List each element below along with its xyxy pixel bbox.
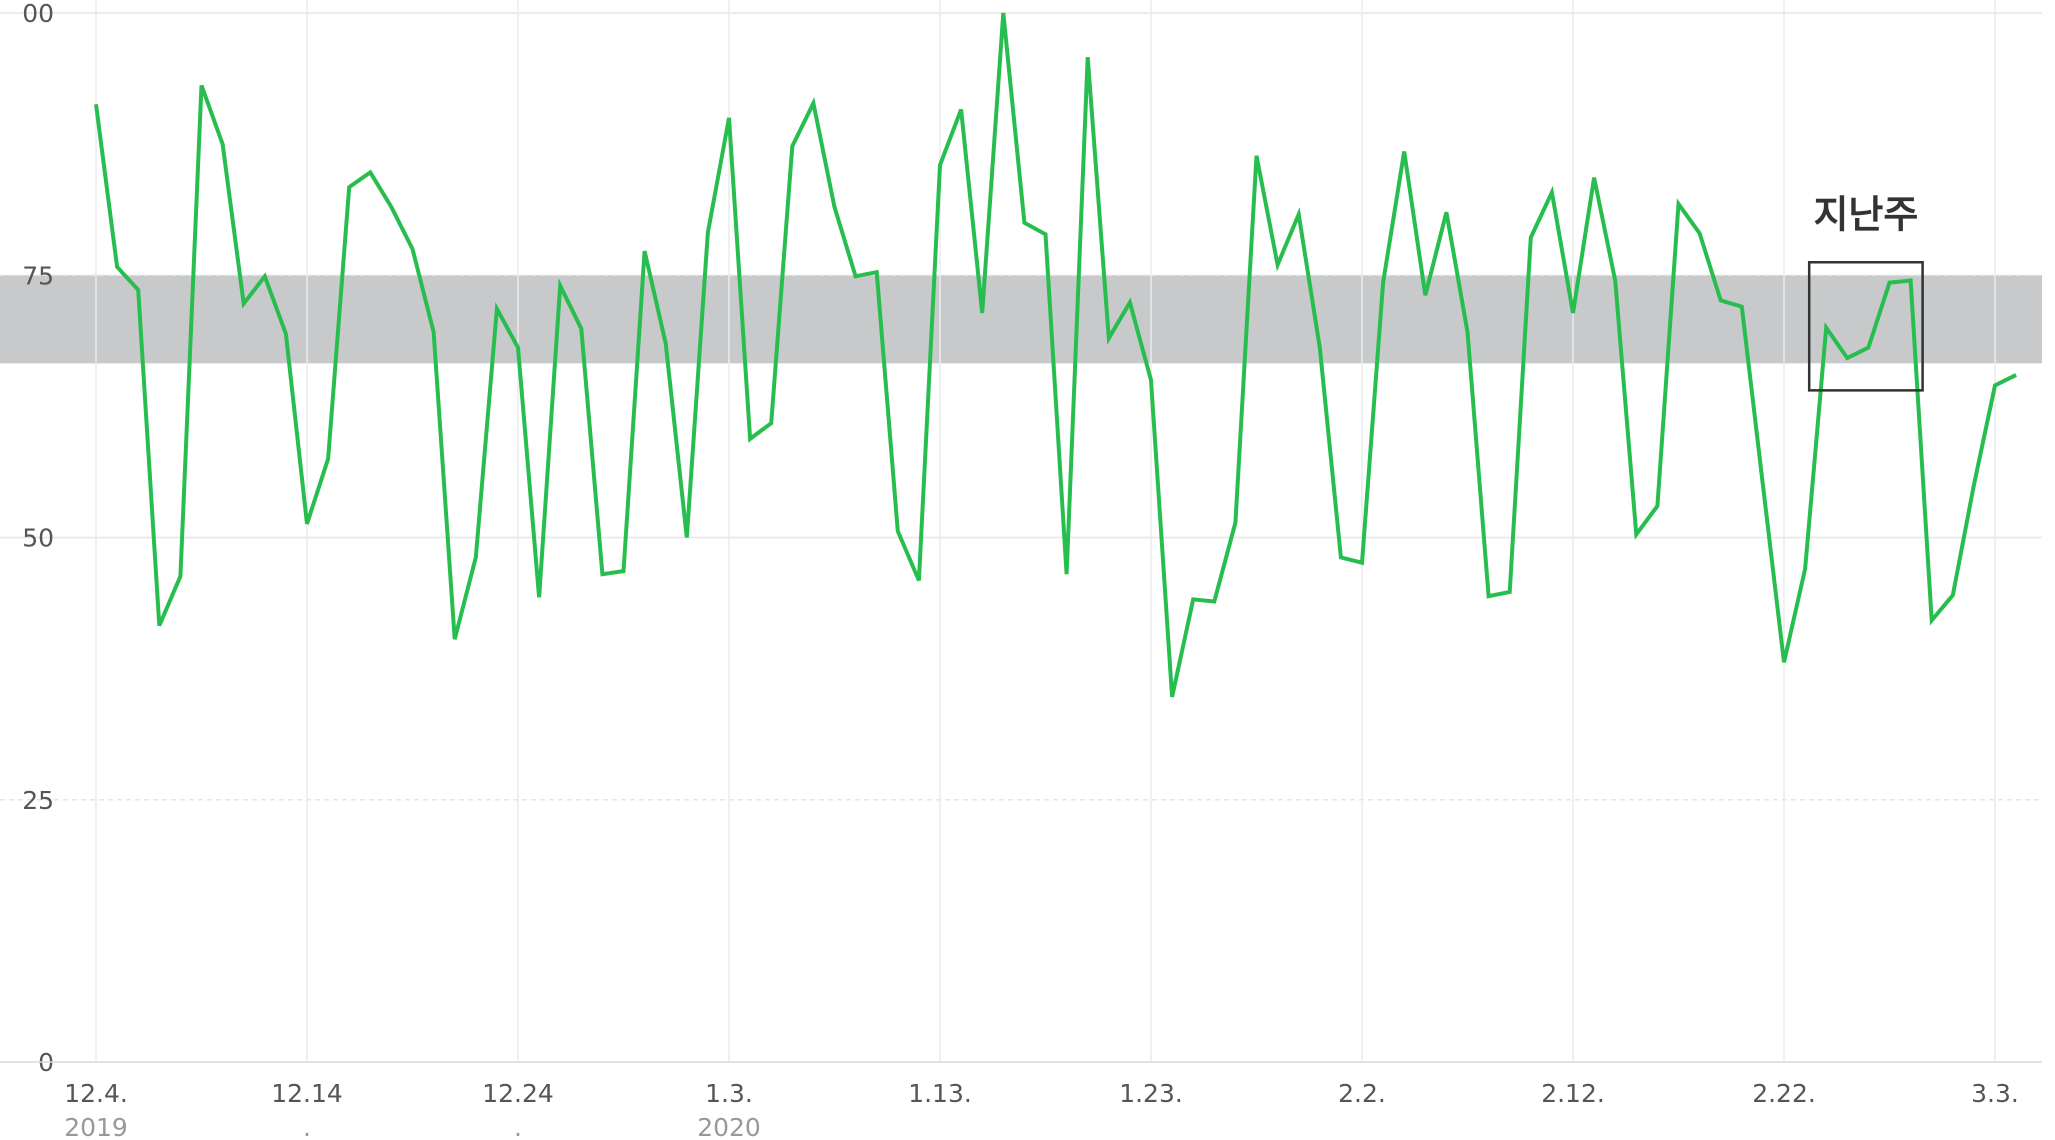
x-tick-label: 1.3. bbox=[705, 1079, 753, 1108]
x-tick-label: 12.14 bbox=[271, 1079, 343, 1108]
y-tick-label: 25 bbox=[22, 786, 54, 815]
x-tick-sublabel: . bbox=[303, 1113, 311, 1140]
x-tick-label: 2.12. bbox=[1541, 1079, 1605, 1108]
x-tick-sublabel: 2019 bbox=[64, 1113, 128, 1140]
y-tick-label: 50 bbox=[22, 524, 54, 553]
annotation-box bbox=[1807, 261, 1924, 392]
x-tick-label: 12.24 bbox=[482, 1079, 554, 1108]
x-tick-sublabel: . bbox=[514, 1113, 522, 1140]
data-line bbox=[94, 12, 2017, 698]
x-tick-label: 2.2. bbox=[1338, 1079, 1386, 1108]
x-tick-label: 1.13. bbox=[908, 1079, 972, 1108]
x-tick-label: 2.22. bbox=[1752, 1079, 1816, 1108]
x-tick-label: 1.23. bbox=[1119, 1079, 1183, 1108]
x-tick-label: 12.4. bbox=[64, 1079, 128, 1108]
y-tick-label: 75 bbox=[22, 261, 54, 290]
y-tick-label: 00 bbox=[22, 0, 54, 28]
x-tick-label: 3.3. bbox=[1971, 1079, 2019, 1108]
annotation-text: 지난주 bbox=[1813, 192, 1918, 236]
x-tick-sublabel: 2020 bbox=[697, 1113, 761, 1140]
